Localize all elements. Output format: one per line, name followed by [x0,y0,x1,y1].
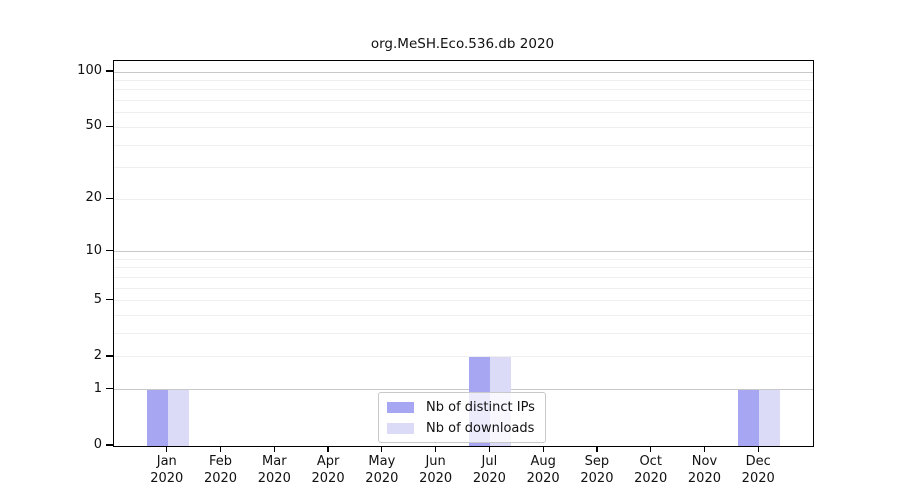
gridline-minor [114,333,813,335]
y-tick-mark [106,299,113,301]
gridline-minor [114,276,813,278]
gridline-minor [114,89,813,91]
gridline-minor [114,356,813,358]
x-tick-label-jul: Jul 2020 [472,454,506,486]
x-tick-label-feb: Feb 2020 [203,454,238,486]
x-tick-label-jun: Jun 2020 [419,454,453,486]
gridline-minor [114,315,813,317]
x-tick-mark [596,446,598,452]
x-tick-mark [435,446,437,452]
bar-downloads-dec [759,389,781,446]
gridline-minor [114,100,813,102]
x-tick-label-aug: Aug 2020 [526,454,560,486]
gridline-major [114,389,813,391]
x-tick-label-may: May 2020 [365,454,399,486]
chart-title: org.MeSH.Eco.536.db 2020 [370,36,555,52]
x-tick-label-dec: Dec 2020 [741,454,775,486]
legend-swatch-downloads [387,422,414,434]
gridline-minor [114,198,813,200]
y-tick-label: 100 [77,63,102,78]
x-tick-mark [703,446,706,452]
x-tick-label-jan: Jan 2020 [150,454,184,486]
legend-row-distinct-ips: Nb of distinct IPs [387,398,535,416]
gridline-minor [114,112,813,114]
y-tick-label: 20 [85,190,102,206]
gridline-minor [114,287,813,289]
legend-label-distinct-ips: Nb of distinct IPs [426,399,535,415]
y-tick-mark [106,250,113,252]
x-tick-label-nov: Nov 2020 [687,454,721,486]
bar-downloads-jan [167,389,189,446]
x-tick-label-mar: Mar 2020 [257,454,291,486]
x-tick-mark [273,446,275,452]
legend-row-downloads: Nb of downloads [387,419,535,437]
x-tick-mark [381,446,383,452]
x-tick-mark [650,446,652,452]
y-tick-mark [106,355,113,357]
x-tick-mark [757,446,759,452]
gridline-minor [114,79,813,81]
legend-label-downloads: Nb of downloads [426,420,535,436]
y-tick-mark [106,444,113,446]
legend-swatch-distinct-ips [387,401,414,413]
gridline-minor [114,267,813,269]
y-tick-label: 50 [85,118,102,134]
y-tick-label: 10 [85,242,102,258]
x-tick-mark [542,446,544,452]
y-tick-mark [106,125,113,127]
gridline-major [114,71,813,73]
gridline-major [114,251,813,253]
y-tick-mark [106,197,113,199]
y-tick-label: 1 [93,380,102,396]
y-tick-mark [106,70,113,72]
x-tick-label-apr: Apr 2020 [311,454,345,486]
bar-distinct-ips-jan [146,389,168,446]
gridline-minor [114,167,813,169]
x-tick-label-oct: Oct 2020 [634,454,668,486]
x-tick-label-sep: Sep 2020 [580,454,614,486]
plot-area: Nb of distinct IPs Nb of downloads [113,60,814,447]
gridline-minor [114,258,813,260]
x-tick-mark [488,446,490,452]
y-tick-label: 2 [93,347,102,363]
gridline-minor [114,144,813,146]
x-tick-mark [219,446,222,452]
gridline-minor [114,126,813,128]
bar-distinct-ips-dec [738,389,760,446]
y-tick-label: 0 [93,437,102,452]
x-tick-mark [327,446,329,452]
x-tick-mark [166,446,168,452]
y-tick-mark [106,388,113,390]
gridline-minor [114,300,813,302]
legend: Nb of distinct IPs Nb of downloads [378,392,546,443]
y-tick-label: 5 [93,291,102,307]
